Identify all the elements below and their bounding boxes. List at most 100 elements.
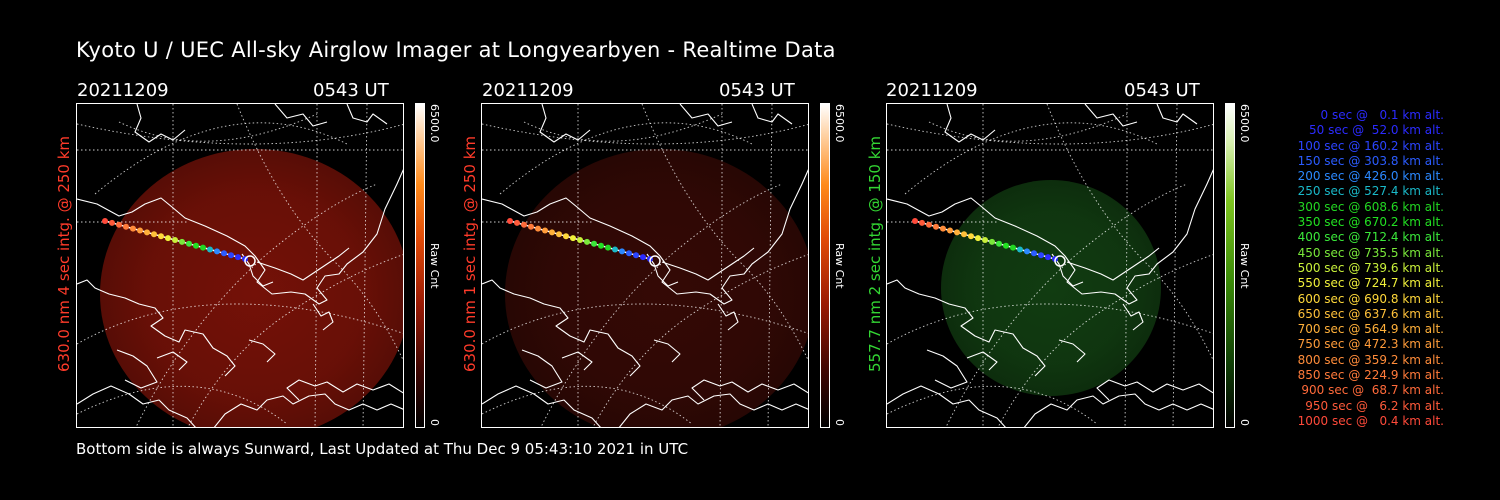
trajectory-point — [228, 252, 234, 259]
trajectory-point — [926, 221, 932, 228]
panel-1-image — [76, 103, 404, 428]
legend-row: 50 sec @ 52.0 km alt. — [1309, 123, 1444, 138]
legend-row: 250 sec @ 527.4 km alt. — [1297, 184, 1444, 199]
map-overlay — [77, 104, 403, 427]
trajectory-point — [207, 246, 213, 253]
trajectory-point — [1031, 250, 1037, 257]
trajectory-point — [626, 250, 632, 257]
trajectory-point — [535, 225, 541, 232]
trajectory-point — [123, 223, 129, 230]
trajectory-point — [1010, 244, 1016, 251]
airglow-disc — [100, 149, 403, 427]
page-title: Kyoto U / UEC All-sky Airglow Imager at … — [76, 38, 836, 62]
trajectory-point — [633, 252, 639, 259]
trajectory-point — [996, 240, 1002, 247]
legend-row: 100 sec @ 160.2 km alt. — [1297, 138, 1444, 153]
trajectory-point — [514, 219, 520, 226]
trajectory-point — [982, 237, 988, 243]
airglow-disc — [941, 180, 1161, 396]
trajectory-legend: 0 sec @ 0.1 km alt. 50 sec @ 52.0 km alt.… — [1262, 108, 1444, 429]
trajectory-point — [179, 238, 185, 245]
trajectory-point — [605, 244, 611, 251]
trajectory-point — [591, 240, 597, 247]
legend-row: 300 sec @ 608.6 km alt. — [1297, 199, 1444, 214]
trajectory-point — [200, 244, 206, 251]
legend-row: 450 sec @ 735.5 km alt. — [1297, 245, 1444, 260]
trajectory-point — [912, 218, 918, 224]
trajectory-point — [172, 237, 178, 243]
trajectory-point — [221, 250, 227, 257]
legend-row: 400 sec @ 712.4 km alt. — [1297, 230, 1444, 245]
trajectory-point — [961, 231, 967, 238]
legend-row: 950 sec @ 6.2 km alt. — [1305, 398, 1444, 413]
trajectory-point — [521, 221, 527, 228]
panel-3-colorbar-min: 0 — [1238, 419, 1251, 426]
legend-row: 350 sec @ 670.2 km alt. — [1297, 215, 1444, 230]
trajectory-point — [563, 233, 569, 240]
legend-row: 850 sec @ 224.9 km alt. — [1297, 368, 1444, 383]
trajectory-point — [193, 242, 199, 249]
trajectory-point — [1003, 242, 1009, 249]
panel-3-colorbar — [1225, 103, 1235, 428]
legend-row: 600 sec @ 690.8 km alt. — [1297, 291, 1444, 306]
panel-3-colorbar-unit: Raw Cnt — [1238, 243, 1251, 289]
imager-location-marker — [649, 255, 661, 267]
panel-1-time: 0543 UT — [313, 80, 389, 101]
legend-row: 500 sec @ 739.6 km alt. — [1297, 260, 1444, 275]
trajectory-point — [186, 240, 192, 247]
trajectory-point — [214, 248, 220, 255]
trajectory-point — [137, 227, 143, 234]
legend-row: 800 sec @ 359.2 km alt. — [1297, 352, 1444, 367]
trajectory-point — [102, 218, 108, 224]
legend-row: 0 sec @ 0.1 km alt. — [1320, 108, 1445, 122]
legend-row: 150 sec @ 303.8 km alt. — [1297, 153, 1444, 168]
panel-1-ylabel: 630.0 nm 4 sec intg. @ 250 km — [55, 135, 73, 372]
panel-2-colorbar — [820, 103, 830, 428]
trajectory-point — [919, 219, 925, 226]
trajectory-point — [933, 223, 939, 230]
trajectory-point — [165, 235, 171, 242]
trajectory-point — [109, 219, 115, 226]
trajectory-point — [947, 227, 953, 234]
panel-1-date: 20211209 — [77, 80, 169, 101]
trajectory-point — [584, 238, 590, 245]
imager-location-marker — [244, 255, 256, 267]
panel-3-image — [886, 103, 1214, 428]
trajectory-point — [556, 231, 562, 238]
trajectory-point — [570, 235, 576, 242]
panel-1-colorbar-unit: Raw Cnt — [428, 243, 441, 289]
trajectory-point — [989, 238, 995, 245]
trajectory-point — [598, 242, 604, 249]
panel-3-date: 20211209 — [886, 80, 978, 101]
trajectory-point — [1045, 254, 1051, 261]
trajectory-point — [151, 231, 157, 238]
trajectory-point — [968, 233, 974, 240]
legend-row: 650 sec @ 637.6 km alt. — [1297, 306, 1444, 321]
trajectory-point — [507, 218, 513, 224]
trajectory-point — [1017, 246, 1023, 253]
panel-3-colorbar-max: 6500.0 — [1238, 104, 1251, 143]
map-overlay — [887, 104, 1213, 427]
legend-row: 1000 sec @ 0.4 km alt. — [1297, 413, 1444, 428]
trajectory-point — [158, 233, 164, 240]
legend-row: 900 sec @ 68.7 km alt. — [1301, 383, 1444, 398]
airglow-disc — [505, 149, 808, 427]
trajectory-point — [577, 237, 583, 243]
trajectory-point — [528, 223, 534, 230]
panel-1-colorbar — [415, 103, 425, 428]
trajectory-point — [235, 254, 241, 261]
trajectory-point — [940, 225, 946, 232]
legend-row: 700 sec @ 564.9 km alt. — [1297, 322, 1444, 337]
trajectory-point — [612, 246, 618, 253]
panel-2-colorbar-unit: Raw Cnt — [833, 243, 846, 289]
footer-note: Bottom side is always Sunward, Last Upda… — [76, 440, 689, 458]
trajectory-point — [1038, 252, 1044, 259]
panel-1-colorbar-max: 6500.0 — [428, 104, 441, 143]
trajectory-point — [619, 248, 625, 255]
trajectory-point — [130, 225, 136, 232]
panel-2-ylabel: 630.0 nm 1 sec intg. @ 250 km — [461, 135, 479, 372]
panel-2-colorbar-min: 0 — [833, 419, 846, 426]
trajectory-point — [549, 229, 555, 236]
panel-2-date: 20211209 — [482, 80, 574, 101]
panel-2-image — [481, 103, 809, 428]
